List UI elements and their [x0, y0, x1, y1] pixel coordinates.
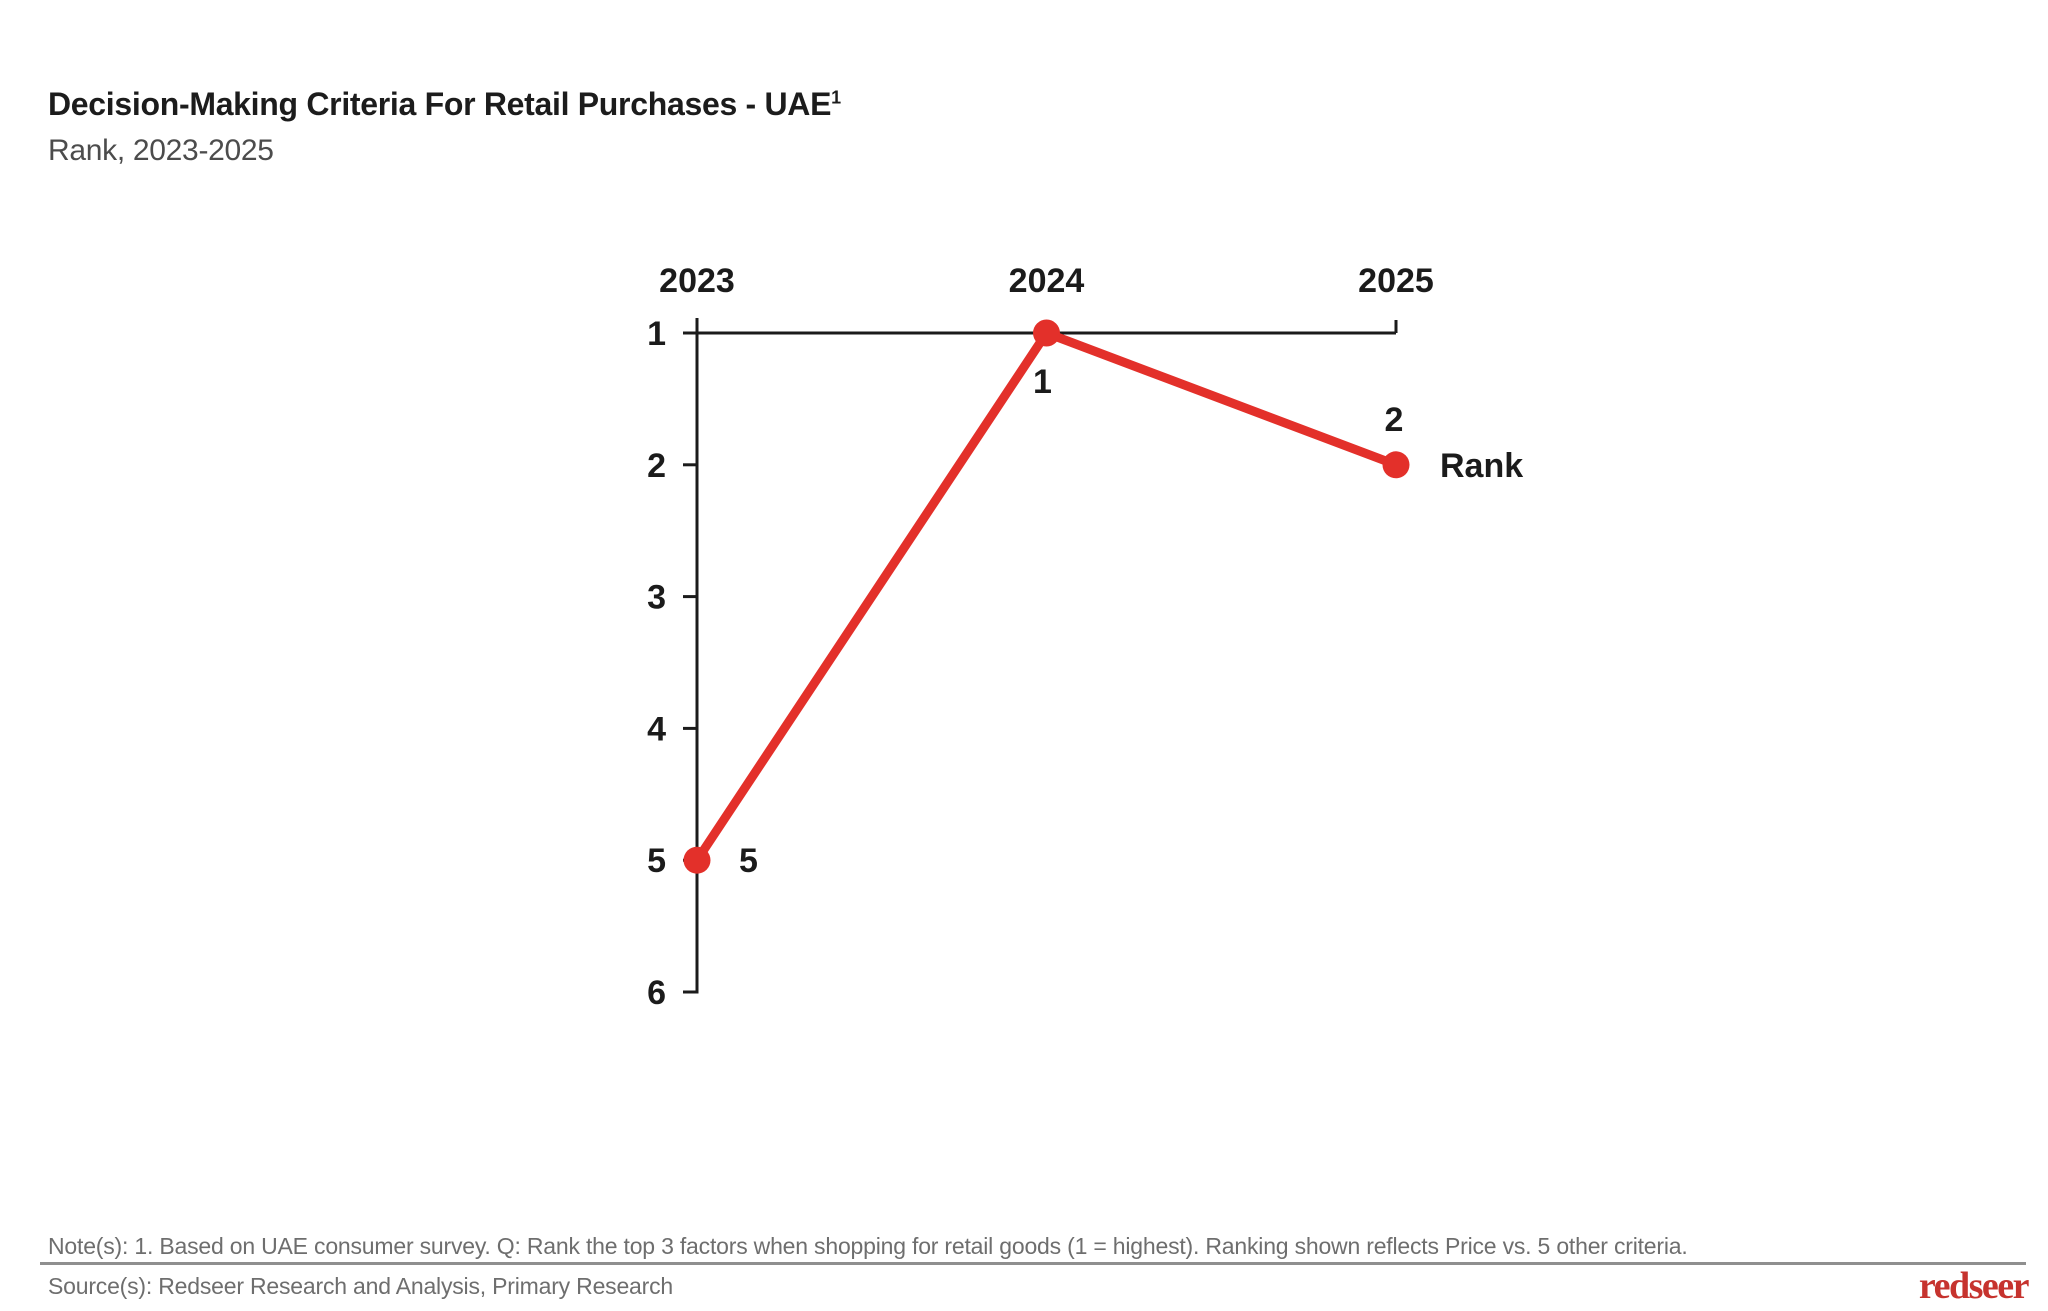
page-title: Decision-Making Criteria For Retail Purc…	[48, 86, 841, 123]
page-subtitle: Rank, 2023-2025	[48, 134, 274, 167]
y-axis-tick-label: 4	[647, 710, 666, 748]
x-axis-year-label: 2025	[1358, 262, 1434, 300]
page-title-text: Decision-Making Criteria For Retail Purc…	[48, 86, 832, 122]
data-point-label: 1	[1033, 363, 1052, 401]
data-point-label: 2	[1385, 401, 1404, 439]
source-text: Source(s): Redseer Research and Analysis…	[48, 1273, 673, 1299]
data-point-label: 5	[739, 842, 758, 880]
notes-text: Note(s): 1. Based on UAE consumer survey…	[48, 1233, 1688, 1259]
data-point	[1033, 319, 1060, 347]
y-axis-tick-label: 2	[647, 447, 666, 485]
y-axis-tick-label: 6	[647, 974, 666, 1012]
y-axis-tick-label: 1	[647, 315, 666, 353]
page-title-superscript: 1	[831, 87, 841, 108]
data-point	[683, 846, 711, 874]
y-axis-tick-label: 3	[647, 579, 666, 617]
x-axis-year-label: 2023	[659, 262, 735, 300]
redseer-logo: redseer	[1918, 1265, 2030, 1307]
series-label: Rank	[1440, 447, 1523, 485]
rank-series-line	[692, 327, 1401, 865]
data-point	[1382, 451, 1410, 479]
y-axis-tick-label: 5	[647, 842, 666, 880]
footer-divider	[40, 1262, 2026, 1265]
x-axis-year-label: 2024	[1009, 262, 1085, 300]
